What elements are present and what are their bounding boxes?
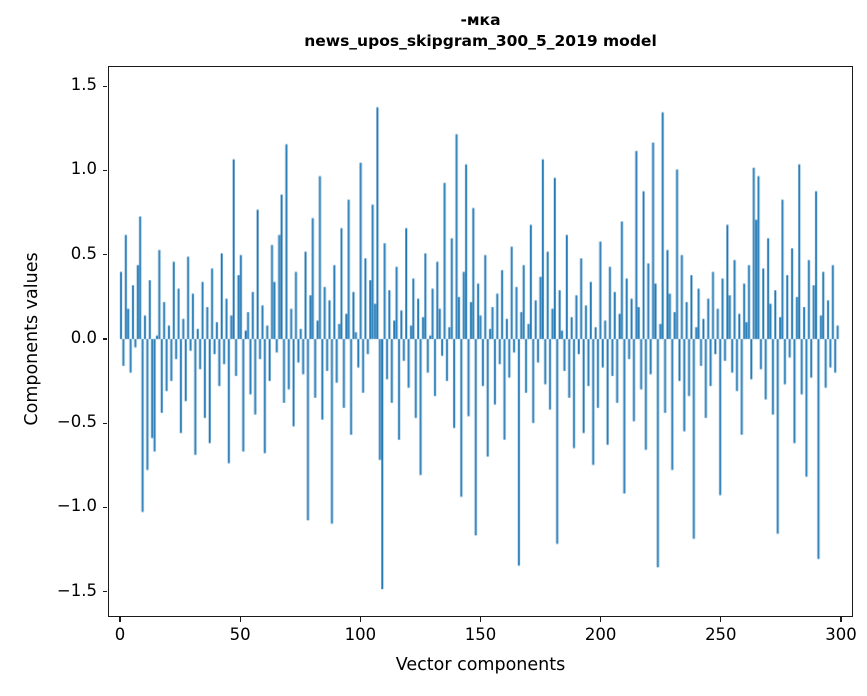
y-tick-label: −1.5 [56,580,97,600]
x-tick-mark [119,617,121,622]
y-tick-mark [103,85,107,87]
y-tick-mark [103,591,107,593]
x-tick-label: 100 [344,625,377,644]
x-tick-label: 50 [229,625,251,644]
x-tick-label: 0 [114,625,126,644]
x-tick-label: 200 [584,625,617,644]
y-tick-label: 0.0 [70,327,97,347]
y-tick-mark [103,506,107,509]
y-tick-label: 1.0 [70,159,97,179]
y-tick-mark [103,254,107,256]
x-axis-label: Vector components [395,655,566,675]
x-tick-mark [600,617,602,622]
x-tick-mark [479,617,482,622]
y-axis-label-wrapper: Components values [0,66,42,617]
plot-area [108,66,853,617]
chart-title: -мка news_upos_skipgram_300_5_2019 model [0,10,867,52]
x-tick-label: 300 [825,625,857,644]
y-tick-label: 1.5 [70,75,97,95]
y-tick-label: −0.5 [56,412,97,432]
y-tick-label: −1.0 [56,496,97,516]
x-tick-label: 150 [464,625,497,644]
x-tick-mark [720,617,722,622]
chart-title-line-2: news_upos_skipgram_300_5_2019 model [304,32,657,50]
y-tick-mark [103,338,107,340]
bar-series-canvas [109,67,852,616]
x-tick-mark [359,617,361,622]
y-tick-label: 0.5 [70,243,97,263]
x-tick-mark [239,617,241,622]
y-tick-mark [103,422,107,424]
x-tick-label: 250 [705,625,737,644]
x-tick-mark [840,617,842,622]
chart-title-line-1: -мка [460,11,501,29]
y-tick-mark [103,169,107,172]
